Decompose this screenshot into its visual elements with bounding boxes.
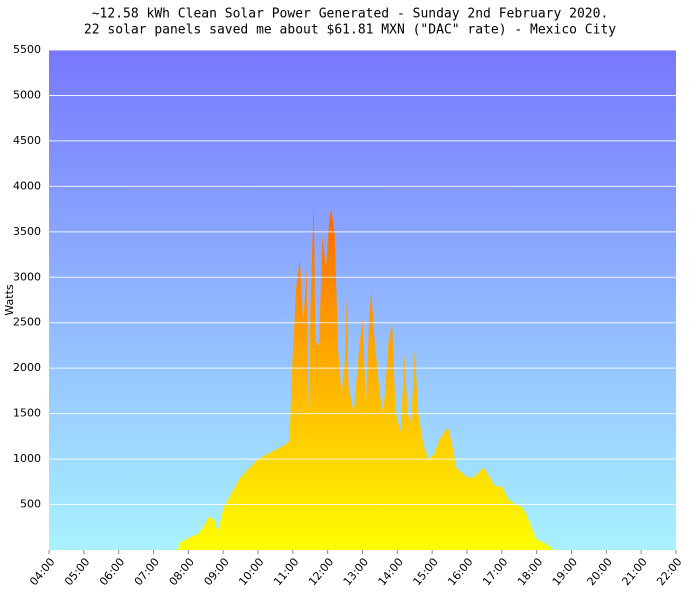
x-tick-label: 11:00 — [271, 556, 301, 589]
y-tick-label: 5000 — [13, 88, 41, 101]
x-tick-label: 21:00 — [619, 556, 649, 589]
y-tick-label: 500 — [20, 498, 41, 511]
x-tick-label: 07:00 — [132, 556, 162, 589]
x-tick-label: 04:00 — [27, 556, 57, 589]
y-tick-label: 1000 — [13, 452, 41, 465]
x-tick-label: 18:00 — [515, 556, 545, 589]
x-tick-label: 09:00 — [201, 556, 231, 589]
x-tick-label: 14:00 — [376, 556, 406, 589]
x-tick-label: 10:00 — [236, 556, 266, 589]
x-tick-label: 17:00 — [480, 556, 510, 589]
y-tick-label: 3500 — [13, 225, 41, 238]
area — [177, 200, 555, 550]
x-tick-label: 08:00 — [167, 556, 197, 589]
x-tick-label: 20:00 — [585, 556, 615, 589]
x-tick-label: 12:00 — [306, 556, 336, 589]
chart-subtitle: 22 solar panels saved me about $61.81 MX… — [84, 23, 616, 38]
chart-title: ~12.58 kWh Clean Solar Power Generated -… — [92, 7, 609, 22]
y-tick-label: 1500 — [13, 407, 41, 420]
x-tick-label: 19:00 — [550, 556, 580, 589]
x-tick-label: 22:00 — [654, 556, 684, 589]
x-tick-label: 06:00 — [97, 556, 127, 589]
y-tick-label: 4000 — [13, 179, 41, 192]
x-tick-label: 13:00 — [341, 556, 371, 589]
y-tick-label: 3000 — [13, 270, 41, 283]
y-tick-label: 2500 — [13, 316, 41, 329]
y-tick-label: 2000 — [13, 361, 41, 374]
x-tick-label: 05:00 — [62, 556, 92, 589]
x-tick-label: 16:00 — [445, 556, 475, 589]
y-axis-label: Watts — [3, 284, 16, 316]
y-tick-label: 4500 — [13, 134, 41, 147]
x-tick-label: 15:00 — [410, 556, 440, 589]
y-tick-label: 5500 — [13, 43, 41, 56]
